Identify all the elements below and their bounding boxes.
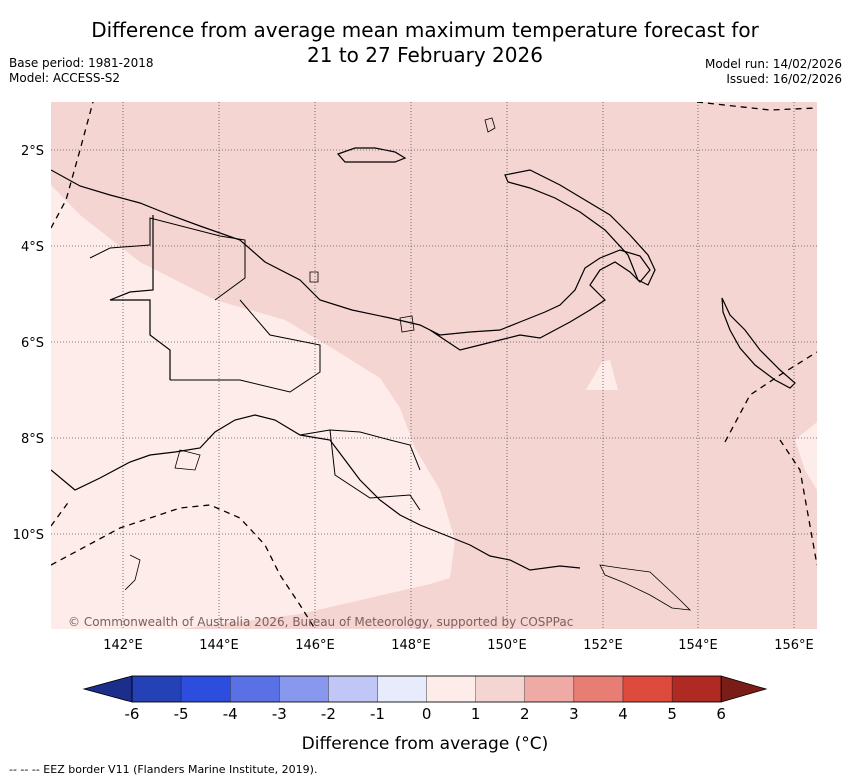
colorbar-tick-label: 0 — [422, 705, 432, 723]
png-mainland-south-coast — [51, 414, 581, 571]
new-britain — [504, 169, 656, 286]
colorbar-bin — [131, 675, 182, 703]
colorbar-tick-label: 3 — [569, 705, 579, 723]
lon-label: 146°E — [295, 638, 335, 653]
chart-title: Difference from average mean maximum tem… — [0, 18, 850, 68]
lon-label: 156°E — [774, 638, 814, 653]
colorbar-bin — [671, 675, 722, 703]
colorbar-bin — [180, 675, 231, 703]
colorbar-bin — [622, 675, 673, 703]
border-pn-indonesia — [109, 215, 171, 380]
colorbar-tick-label: 5 — [667, 705, 677, 723]
bougainville — [721, 297, 796, 389]
eez-east — [724, 351, 817, 443]
title-line-2: 21 to 27 February 2026 — [307, 43, 543, 67]
provincial-borders — [89, 217, 421, 511]
title-line-1: Difference from average mean maximum tem… — [91, 18, 759, 42]
base-period: Base period: 1981-2018 — [9, 56, 154, 70]
meta-left: Base period: 1981-2018 Model: ACCESS-S2 — [9, 56, 154, 86]
eez-southeast — [779, 439, 817, 566]
colorbar-tick-label: -5 — [174, 705, 189, 723]
colorbar-bin — [230, 675, 280, 703]
latitude-labels: 2°S 4°S 6°S 8°S 10°S — [13, 144, 44, 543]
anomaly-0-to-1-patch-sea — [586, 360, 618, 390]
colorbar-tick-label: -1 — [370, 705, 385, 723]
colorbar-bin — [426, 675, 476, 703]
map-area: © Commonwealth of Australia 2026, Bureau… — [51, 102, 817, 629]
lon-label: 154°E — [678, 638, 718, 653]
sea-patch-islands — [309, 117, 496, 333]
lat-label: 8°S — [21, 432, 44, 447]
lat-label: 2°S — [21, 144, 44, 159]
colorbar-tick-label: -6 — [125, 705, 140, 723]
eez-borders — [51, 102, 817, 629]
lon-label: 150°E — [487, 638, 527, 653]
colorbar-tick-label: -4 — [223, 705, 238, 723]
lat-label: 6°S — [21, 336, 44, 351]
eez-footnote: -- -- -- EEZ border V11 (Flanders Marine… — [9, 763, 318, 776]
colorbar-frame — [131, 675, 722, 703]
colorbar-bin — [573, 675, 624, 703]
png-mainland-north-coast — [51, 169, 651, 351]
colorbar-bin — [328, 675, 378, 703]
colorbar-tick-label: -2 — [321, 705, 336, 723]
lat-label: 10°S — [13, 528, 44, 543]
colorbar-bin — [524, 675, 575, 703]
model-name: Model: ACCESS-S2 — [9, 71, 121, 85]
eez-northwest — [51, 102, 94, 229]
anomaly-0-to-1-patch-east — [795, 422, 817, 490]
eez-west — [51, 499, 71, 527]
copyright-notice: © Commonwealth of Australia 2026, Bureau… — [68, 615, 573, 629]
colorbar-tick-label: 2 — [520, 705, 530, 723]
meta-right: Model run: 14/02/2026 Issued: 16/02/2026 — [705, 57, 842, 87]
issued-date: Issued: 16/02/2026 — [726, 72, 842, 86]
colorbar-bin — [475, 675, 525, 703]
eez-south — [51, 504, 316, 629]
colorbar: -6 -5 -4 -3 -2 -1 0 1 2 3 4 5 6 — [82, 675, 768, 723]
eez-northeast — [696, 102, 817, 111]
colorbar-tick-label: 1 — [471, 705, 481, 723]
d-entrecasteaux-islands — [599, 564, 692, 611]
colorbar-bin — [279, 675, 329, 703]
model-run: Model run: 14/02/2026 — [704, 57, 842, 71]
coastlines — [51, 117, 796, 611]
new-ireland — [336, 147, 407, 163]
colorbar-bin — [377, 675, 427, 703]
lon-label: 152°E — [583, 638, 623, 653]
colorbar-extend-high — [720, 675, 768, 703]
longitude-labels: 142°E 144°E 146°E 148°E 150°E 152°E 154°E 156°E — [103, 638, 814, 653]
colorbar-extend-low — [82, 675, 133, 703]
colorbar-tick-label: -3 — [272, 705, 287, 723]
graticule — [51, 102, 817, 629]
lon-label: 144°E — [199, 638, 239, 653]
lon-label: 142°E — [103, 638, 143, 653]
colorbar-tick-label: 6 — [716, 705, 726, 723]
colorbar-title: Difference from average (°C) — [302, 734, 549, 754]
torres-strait-coast — [124, 449, 201, 591]
lon-label: 148°E — [391, 638, 431, 653]
colorbar-tick-label: 4 — [618, 705, 628, 723]
lat-label: 4°S — [21, 240, 44, 255]
